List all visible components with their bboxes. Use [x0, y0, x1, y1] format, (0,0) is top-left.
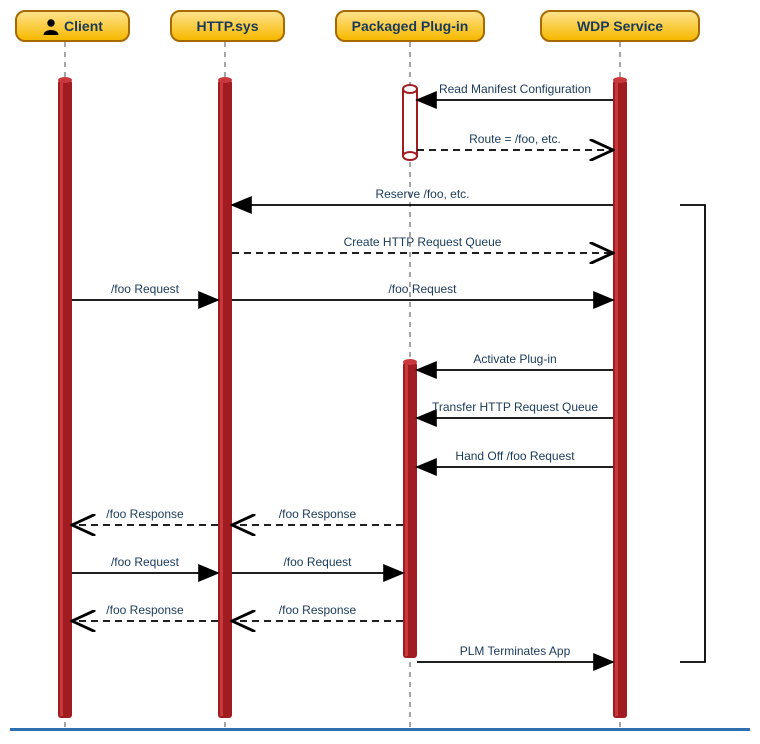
participant-label: Packaged Plug-in	[352, 18, 469, 34]
message-label: Create HTTP Request Queue	[232, 235, 613, 249]
message-label: Transfer HTTP Request Queue	[417, 400, 613, 414]
participant-httpsys: HTTP.sys	[170, 10, 285, 42]
participant-label: HTTP.sys	[197, 18, 259, 34]
message-label: /foo Response	[232, 603, 403, 617]
message-label: /foo Response	[232, 507, 403, 521]
participant-client: Client	[15, 10, 130, 42]
message-label: Activate Plug-in	[417, 352, 613, 366]
message-label: Read Manifest Configuration	[417, 82, 613, 96]
message-label: Hand Off /foo Request	[417, 449, 613, 463]
message-label: /foo Response	[72, 603, 218, 617]
participant-wdp: WDP Service	[540, 10, 700, 42]
message-label: Route = /foo, etc.	[417, 132, 613, 146]
person-icon	[42, 17, 60, 35]
message-label: PLM Terminates App	[417, 644, 613, 658]
message-label: /foo Request	[232, 282, 613, 296]
bottom-rule	[10, 728, 750, 731]
diagram-svg	[0, 0, 760, 744]
message-label: /foo Request	[72, 555, 218, 569]
participant-label: Client	[64, 18, 103, 34]
message-label: /foo Request	[72, 282, 218, 296]
message-label: Reserve /foo, etc.	[232, 187, 613, 201]
message-label: /foo Request	[232, 555, 403, 569]
participant-plugin: Packaged Plug-in	[335, 10, 485, 42]
message-label: /foo Response	[72, 507, 218, 521]
participant-label: WDP Service	[577, 18, 663, 34]
